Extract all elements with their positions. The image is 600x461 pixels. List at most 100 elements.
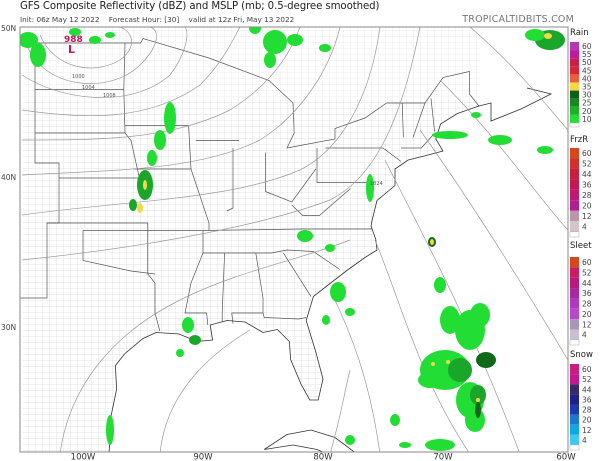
legend-label: 44 xyxy=(582,279,592,288)
precip-cell xyxy=(525,29,545,41)
precip-cell xyxy=(345,435,355,445)
border-line xyxy=(401,134,434,149)
lon-label: 60W xyxy=(556,453,576,461)
legend-label: 12 xyxy=(582,320,592,329)
legend-swatch xyxy=(569,444,580,451)
legend-label: 36 xyxy=(582,289,592,298)
legend-swatch xyxy=(570,257,579,268)
init-time: Init: 06z May 12 2022 xyxy=(20,15,100,24)
precip-cell xyxy=(476,398,480,402)
isobars xyxy=(21,27,568,452)
border-line xyxy=(203,249,340,270)
isobar-line xyxy=(24,27,157,84)
legend-swatch xyxy=(570,210,579,222)
precip-cell xyxy=(105,32,115,38)
legend-swatch xyxy=(570,98,579,107)
legend-swatch xyxy=(570,66,579,75)
precip-cell xyxy=(390,414,400,426)
precip-cell xyxy=(431,362,435,366)
brand-watermark: TROPICALTIDBITS.COM xyxy=(462,14,574,25)
precip-cell xyxy=(448,358,472,382)
legend-swatch xyxy=(570,50,579,59)
legend-swatch xyxy=(570,374,579,385)
precip-cell xyxy=(446,360,450,364)
precip-cell xyxy=(182,317,194,333)
legend-label: 28 xyxy=(582,191,592,200)
legend-swatch xyxy=(570,179,579,190)
legend-label: 44 xyxy=(582,170,592,179)
land-counties xyxy=(23,27,480,452)
precip-cell xyxy=(143,180,147,190)
isobar-line xyxy=(384,159,520,452)
legend-swatch xyxy=(570,114,579,123)
precip-cell xyxy=(325,244,335,252)
isobar-label-1000: 1000 xyxy=(72,74,85,80)
isobar-line xyxy=(439,79,568,231)
state-borders xyxy=(20,38,480,332)
border-line xyxy=(325,147,402,162)
precip-cell xyxy=(430,239,434,245)
isobar-line xyxy=(21,27,341,176)
legend-label: 20 xyxy=(582,202,592,211)
precip-cell xyxy=(106,415,114,445)
isobar-line xyxy=(59,239,351,452)
border-line xyxy=(147,223,161,332)
precip-cell xyxy=(176,349,184,357)
precip-cell xyxy=(476,352,496,368)
isobar-line xyxy=(39,27,132,69)
border-line xyxy=(401,102,404,138)
map-subtitle: Init: 06z May 12 2022 Forecast Hour: [30… xyxy=(20,15,301,24)
precip-cell xyxy=(345,308,355,316)
low-pressure-value: 988 xyxy=(64,35,83,45)
precip-cell xyxy=(537,146,553,154)
legend-label: 20 xyxy=(582,107,592,116)
legend-label: 60 xyxy=(582,149,592,158)
low-pressure-marker: L xyxy=(68,43,75,56)
precip-cell xyxy=(544,33,552,39)
legend-swatch xyxy=(570,82,579,91)
precip-cell xyxy=(297,230,313,242)
legend-swatch xyxy=(570,277,579,289)
legend-swatch xyxy=(570,424,579,435)
isobar-line xyxy=(21,27,241,117)
isobar-line xyxy=(469,27,568,131)
legend-title: Snow xyxy=(570,350,593,360)
legend-label: 40 xyxy=(582,74,592,83)
lon-label: 90W xyxy=(193,453,213,461)
legend-swatch xyxy=(570,329,579,340)
legend-title: Rain xyxy=(570,28,589,38)
precip-cell xyxy=(475,402,481,418)
precip-cell xyxy=(89,36,101,44)
border-line xyxy=(123,42,140,179)
precip-cell xyxy=(440,306,460,334)
legend-swatch xyxy=(570,106,579,115)
legend-swatch xyxy=(569,339,580,346)
legend-label: 12 xyxy=(582,212,592,221)
legend-swatch xyxy=(570,308,579,320)
legend-label: 60 xyxy=(582,258,592,267)
legend-label: 4 xyxy=(582,331,587,340)
precip-cell xyxy=(470,303,490,327)
legend-swatch xyxy=(570,319,579,330)
legend-swatch xyxy=(570,404,579,415)
precip-cell xyxy=(434,277,446,293)
legend-swatch xyxy=(570,148,579,159)
precip-cell xyxy=(164,102,176,134)
isobar-line xyxy=(330,369,351,452)
border-line xyxy=(262,312,307,320)
isobar-line xyxy=(21,27,381,216)
legend-swatch xyxy=(570,394,579,405)
legend-title: Sleet xyxy=(570,241,592,251)
longitude-labels: 100W 90W 80W 70W 60W xyxy=(71,453,577,461)
legend-label: 10 xyxy=(582,115,592,124)
legend-swatch xyxy=(569,122,580,128)
cuba-coastline xyxy=(263,429,355,452)
legend-label: 45 xyxy=(582,66,592,75)
precip-cell xyxy=(249,27,261,34)
border-line xyxy=(35,38,480,149)
legend-label: 60 xyxy=(582,42,592,51)
precip-cell xyxy=(322,315,330,325)
